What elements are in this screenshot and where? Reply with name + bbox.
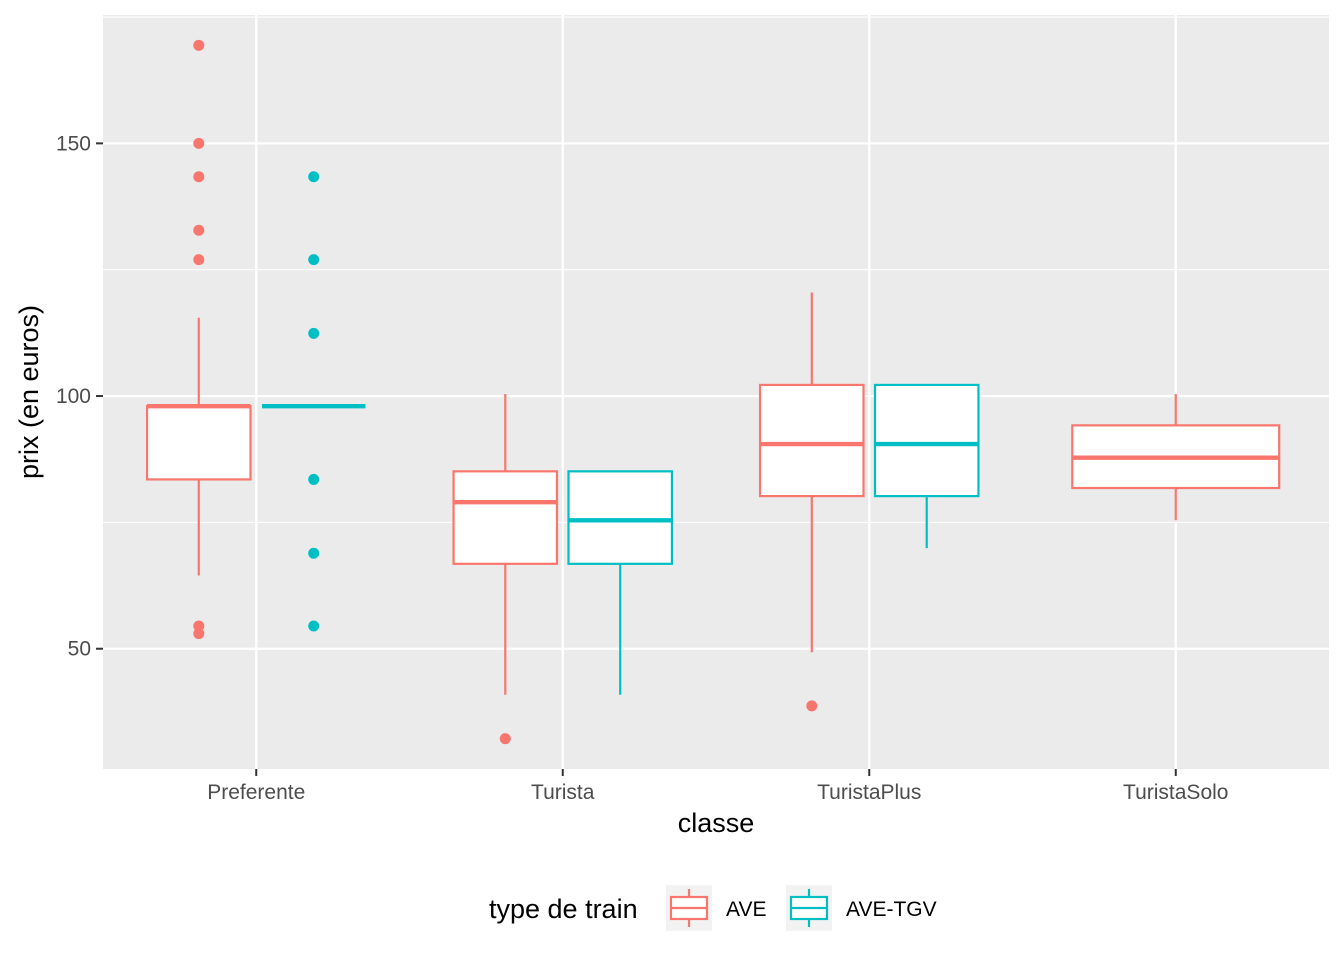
box-AVE-Turista xyxy=(452,394,559,745)
outlier-point xyxy=(806,700,818,712)
box-rect xyxy=(758,383,865,498)
plot-panel xyxy=(103,15,1329,769)
outlier-point xyxy=(308,473,320,485)
box-AVE-TuristaPlus xyxy=(758,292,865,712)
y-tick-label: 150 xyxy=(56,132,91,155)
legend-key-AVE xyxy=(666,885,712,931)
outlier-point xyxy=(193,254,205,266)
outlier-point xyxy=(308,327,320,339)
y-tick-label: 100 xyxy=(56,385,91,408)
box-rect xyxy=(452,470,559,565)
box-AVE-TGV-TuristaPlus xyxy=(873,383,980,549)
y-tick-label: 50 xyxy=(68,638,91,661)
legend-label: AVE xyxy=(726,898,766,921)
outlier-point xyxy=(193,39,205,51)
box-rect xyxy=(873,383,980,498)
box-rect xyxy=(567,470,674,565)
outlier-point xyxy=(308,620,320,632)
legend-title: type de train xyxy=(489,894,638,924)
outlier-point xyxy=(499,733,511,745)
box-AVE-Preferente xyxy=(145,39,252,640)
box-rect xyxy=(145,405,252,481)
x-tick-label: Turista xyxy=(531,781,595,804)
outlier-point xyxy=(193,620,205,632)
y-axis-title: prix (en euros) xyxy=(14,305,44,479)
x-axis: Preferente Turista TuristaPlus TuristaSolo xyxy=(207,769,1228,804)
outlier-point xyxy=(193,171,205,183)
outlier-point xyxy=(193,628,205,640)
x-tick-label: TuristaSolo xyxy=(1123,781,1228,804)
x-tick-label: Preferente xyxy=(207,781,305,804)
outlier-point xyxy=(193,137,205,149)
box-AVE-TGV-Turista xyxy=(567,470,674,695)
grid-minor xyxy=(103,16,1329,523)
x-axis-title: classe xyxy=(678,808,755,838)
outlier-point xyxy=(193,224,205,236)
chart-marks xyxy=(145,39,1281,745)
legend-key-AVE-TGV xyxy=(786,885,832,931)
outlier-point xyxy=(308,171,320,183)
x-tick-label: TuristaPlus xyxy=(817,781,921,804)
outlier-point xyxy=(308,547,320,559)
grid-major xyxy=(103,15,1329,769)
box-AVE-TuristaSolo xyxy=(1071,394,1281,521)
box-AVE-TGV-Preferente xyxy=(261,171,366,632)
y-axis: 50 100 150 xyxy=(56,132,103,661)
legend: type de train AVE AVE-TGV xyxy=(489,885,937,931)
legend-label: AVE-TGV xyxy=(846,898,937,921)
outlier-point xyxy=(308,254,320,266)
